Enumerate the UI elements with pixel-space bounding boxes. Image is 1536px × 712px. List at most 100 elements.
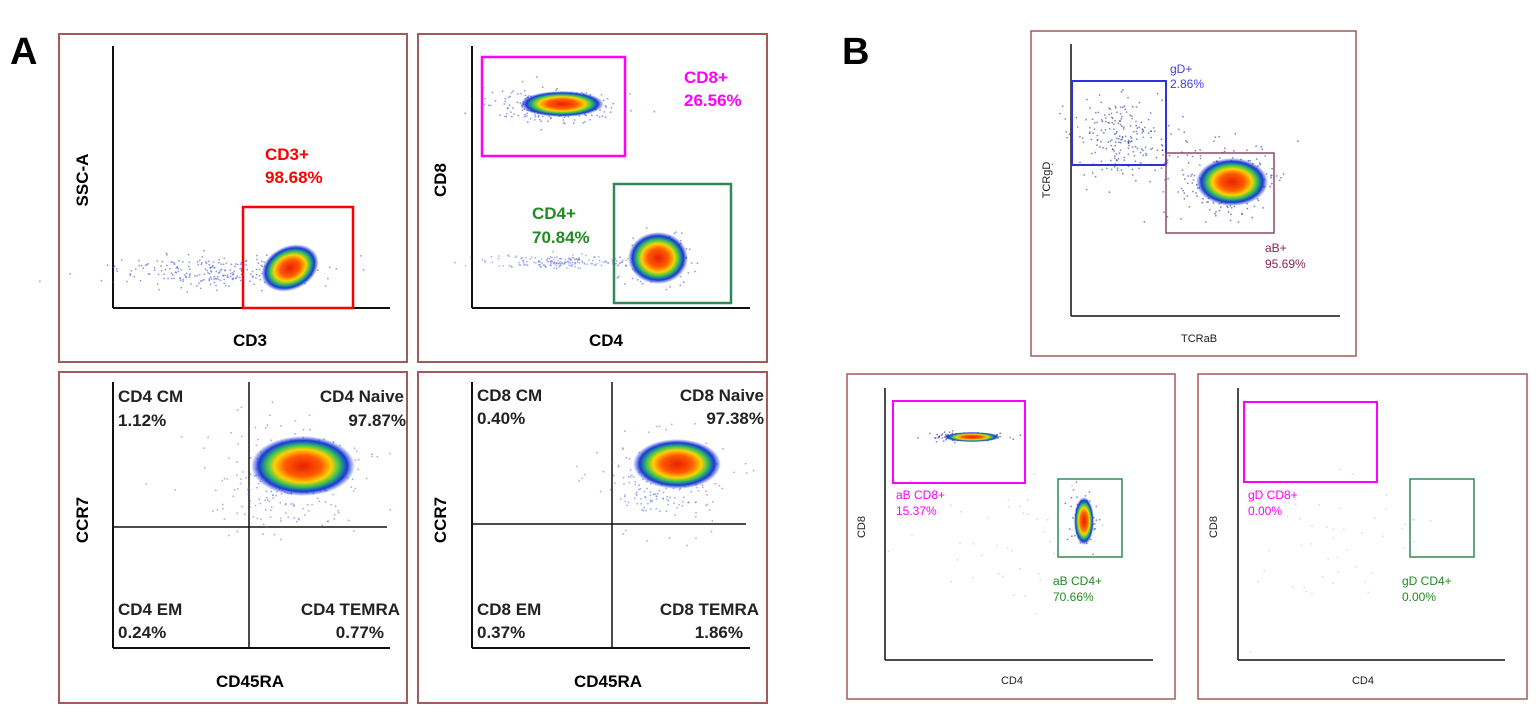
event-dot	[1143, 220, 1146, 223]
event-dot	[242, 471, 244, 473]
event-dot	[160, 269, 163, 272]
event-dot	[213, 275, 216, 278]
event-dot	[335, 267, 338, 270]
event-dot	[597, 256, 600, 258]
event-dot	[1119, 106, 1122, 109]
event-dot	[302, 507, 304, 510]
event-dot	[538, 118, 541, 121]
event-dot	[673, 502, 675, 505]
event-dot	[347, 519, 350, 522]
event-dot	[245, 264, 248, 266]
event-dot	[669, 496, 671, 499]
gate-cd3-name: CD3+	[265, 145, 309, 164]
event-dot	[666, 495, 668, 498]
event-dot	[518, 264, 521, 266]
event-dot	[260, 264, 262, 267]
event-dot	[553, 258, 555, 261]
event-dot	[1101, 168, 1104, 171]
event-dot	[1185, 139, 1187, 142]
event-dot	[179, 279, 182, 282]
event-dot	[1140, 121, 1143, 124]
event-dot	[1338, 507, 1341, 510]
plot-b1: gD+ 2.86% aB+ 95.69% TCRgD TCRaB	[1030, 30, 1357, 357]
event-dot	[484, 98, 486, 100]
event-dot	[562, 119, 565, 121]
event-dot	[1121, 136, 1124, 138]
event-dot	[616, 276, 619, 279]
gate-gd-name: gD+	[1170, 62, 1192, 76]
event-dot	[487, 104, 490, 107]
event-dot	[596, 114, 598, 117]
event-dot	[1248, 651, 1251, 654]
event-dot	[549, 117, 552, 120]
event-dot	[622, 448, 624, 451]
event-dot	[721, 447, 724, 450]
event-dot	[678, 488, 681, 491]
event-dot	[666, 498, 668, 501]
event-dot	[643, 506, 646, 509]
gate-cd4-percent: 70.84%	[532, 228, 590, 247]
plot-a1: CD3+ 98.68% SSC-A CD3	[39, 33, 408, 363]
gate-ab	[1165, 152, 1275, 234]
event-dot	[187, 253, 190, 256]
event-dot	[622, 476, 625, 479]
event-dot	[1384, 507, 1387, 510]
event-dot	[665, 510, 668, 512]
event-dot	[249, 457, 252, 459]
event-dot	[1113, 150, 1115, 152]
event-dot	[917, 437, 919, 439]
event-dot	[1401, 527, 1404, 530]
event-dot	[229, 275, 232, 278]
event-dot	[576, 261, 579, 263]
event-dot	[1218, 209, 1221, 212]
event-dot	[262, 523, 265, 526]
event-dot	[236, 474, 238, 476]
plot-a2-frame	[417, 33, 768, 363]
event-dot	[229, 269, 232, 271]
event-dot	[584, 120, 586, 123]
event-dot	[1116, 167, 1119, 170]
event-dot	[638, 488, 641, 491]
event-dot	[1182, 115, 1184, 118]
event-dot	[1241, 213, 1244, 216]
event-dot	[667, 499, 670, 502]
event-dot	[309, 428, 311, 431]
event-dot	[177, 268, 180, 270]
event-dot	[1006, 547, 1009, 550]
event-dot	[454, 261, 456, 264]
event-dot	[188, 265, 190, 268]
event-dot	[249, 500, 252, 502]
event-dot	[223, 282, 226, 285]
event-dot	[210, 270, 213, 273]
plot-a3-xlabel: CD45RA	[216, 672, 284, 691]
q-cd8-em-name: CD8 EM	[477, 600, 541, 619]
event-dot	[1144, 146, 1147, 149]
plot-a1-frame	[58, 33, 408, 363]
event-dot	[950, 580, 952, 583]
event-dot	[333, 517, 336, 520]
event-dot	[594, 264, 597, 266]
event-dot	[147, 262, 149, 265]
event-dot	[524, 94, 527, 97]
event-dot	[139, 279, 142, 282]
event-dot	[200, 263, 203, 266]
event-dot	[667, 503, 669, 506]
event-dot	[752, 470, 755, 472]
event-dot	[231, 278, 234, 280]
event-dot	[1192, 179, 1195, 181]
event-dot	[591, 262, 594, 265]
event-dot	[936, 433, 938, 436]
event-dot	[1230, 213, 1232, 216]
event-dot	[181, 261, 184, 263]
event-dot	[953, 441, 956, 444]
event-dot	[491, 261, 493, 264]
event-dot	[1374, 517, 1377, 520]
q-cd8-naive-name: CD8 Naive	[680, 386, 764, 405]
event-dot	[1133, 155, 1136, 157]
event-dot	[255, 273, 258, 276]
q-cd4-cm-name: CD4 CM	[118, 387, 183, 406]
event-dot	[555, 89, 557, 91]
event-dot	[718, 484, 721, 487]
event-dot	[621, 261, 624, 264]
